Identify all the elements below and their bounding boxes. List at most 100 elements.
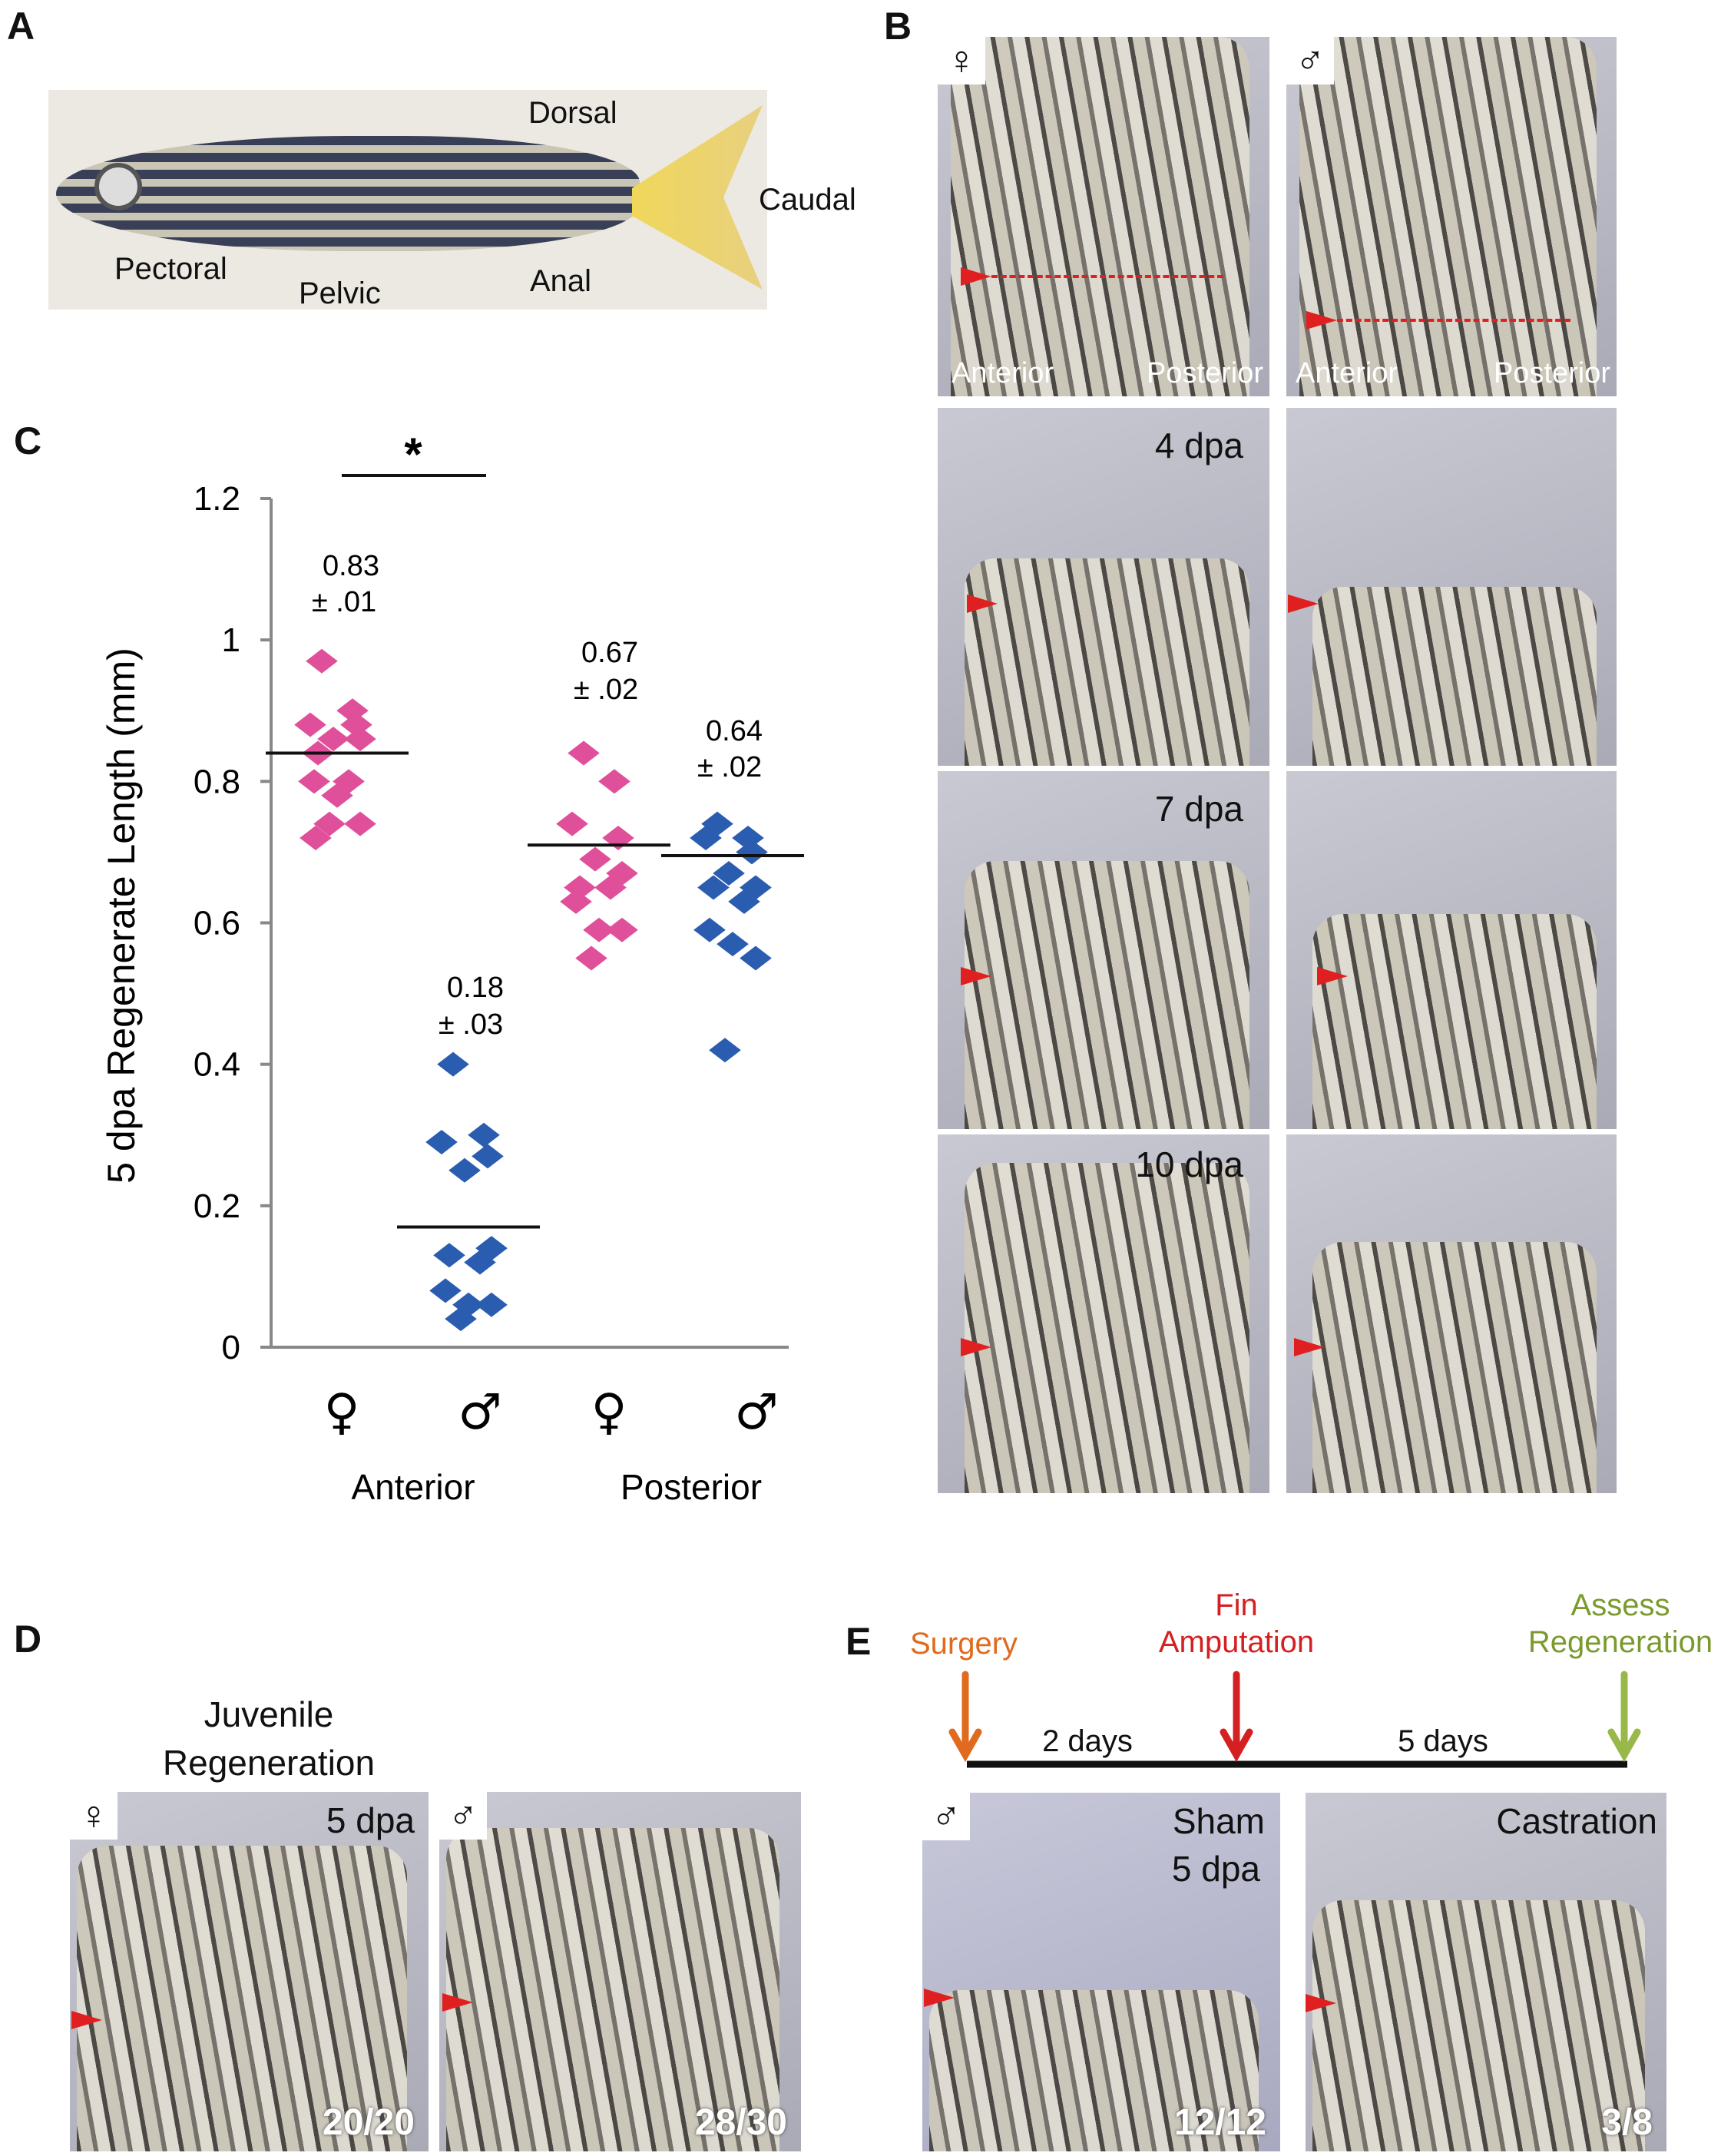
data-point	[556, 811, 588, 836]
y-tick-label: 1	[222, 621, 240, 659]
timeline-amputation-line1: Fin	[1215, 1588, 1258, 1622]
panel-label-c: C	[14, 419, 42, 462]
male-symbol: ♂	[1286, 37, 1334, 84]
x-symbol-female-posterior: ♀	[591, 1384, 627, 1441]
data-point	[564, 875, 596, 900]
data-point	[717, 932, 749, 957]
data-point	[732, 826, 764, 850]
timeline-amputation-line2: Amputation	[1158, 1625, 1315, 1659]
data-point	[697, 875, 730, 900]
data-point	[475, 1236, 508, 1261]
x-symbol-male-anterior: ♂	[458, 1384, 501, 1441]
amputation-plane-line	[991, 275, 1223, 278]
data-point	[437, 1052, 469, 1077]
data-point	[701, 811, 733, 836]
mean-annotation: 0.67	[581, 637, 638, 669]
amputation-arrowhead	[1306, 311, 1337, 330]
y-tick-label: 0	[222, 1329, 240, 1366]
data-point	[740, 875, 772, 900]
panel-label-a: A	[7, 5, 35, 48]
fin-photo-male-4dpa	[1286, 408, 1617, 766]
label-4dpa: 4 dpa	[1154, 426, 1243, 465]
fin-photo-female-4dpa: 4 dpa	[938, 408, 1269, 766]
fin-photo-male-uncut: ♂ Anterior Posterior	[1286, 37, 1617, 396]
data-point	[452, 1292, 485, 1317]
scatter-chart: 0 0.2 0.4 0.6 0.8 1 1.2 0.83 ± .01 0.18 ± .03 0.67 ±…	[100, 429, 804, 1507]
data-point	[598, 769, 630, 794]
label-anterior: Anterior	[952, 357, 1054, 389]
label-castration: Castration	[1496, 1801, 1657, 1841]
y-tick-label: 0.8	[194, 763, 240, 800]
label-10dpa: 10 dpa	[1135, 1144, 1243, 1184]
juvenile-title-line1: Juvenile	[204, 1694, 334, 1734]
label-pelvic: Pelvic	[299, 277, 381, 310]
female-symbol: ♀	[938, 37, 985, 84]
data-point	[606, 917, 638, 942]
label-sham: Sham	[1172, 1801, 1265, 1841]
panel-label-d: D	[14, 1618, 42, 1661]
label-sham-5dpa: 5 dpa	[1171, 1849, 1260, 1889]
label-5dpa: 5 dpa	[326, 1800, 415, 1840]
data-point	[344, 727, 376, 752]
data-point	[728, 889, 760, 914]
data-point	[425, 1129, 458, 1154]
data-point	[713, 861, 745, 886]
label-anal: Anal	[530, 264, 592, 298]
data-point	[433, 1243, 465, 1268]
data-point	[321, 783, 353, 808]
zebrafish-photo	[48, 90, 767, 310]
y-tick-label: 0.4	[194, 1046, 240, 1084]
data-point	[475, 1292, 508, 1317]
juvenile-fin-female: ♀ 5 dpa 20/20	[70, 1792, 429, 2151]
sem-annotation: ± .01	[312, 586, 376, 618]
juvenile-fin-male: ♂ 28/30	[439, 1792, 801, 2151]
timeline-assess-line1: Assess	[1570, 1588, 1670, 1622]
fin-photo-castration: Castration 3/8	[1306, 1793, 1666, 2151]
data-point	[594, 875, 627, 900]
sem-annotation: ± .03	[439, 1008, 503, 1041]
timeline-surgery: Surgery	[909, 1627, 1018, 1661]
x-symbol-male-posterior: ♂	[734, 1384, 778, 1441]
data-point	[568, 740, 600, 766]
x-symbol-female-anterior: ♀	[324, 1384, 360, 1441]
data-point	[468, 1122, 500, 1148]
count-male: 28/30	[694, 2102, 787, 2143]
data-point	[560, 889, 592, 914]
count-castration: 3/8	[1601, 2102, 1653, 2143]
fin-photo-female-uncut: ♀ Anterior Posterior	[938, 37, 1269, 396]
label-posterior: Posterior	[1493, 357, 1610, 389]
assess-arrow-icon	[1607, 1671, 1641, 1763]
fin-photo-sham: ♂ Sham 5 dpa 12/12	[922, 1793, 1280, 2151]
data-point	[602, 826, 634, 850]
data-point	[709, 1038, 741, 1063]
data-point	[445, 1307, 477, 1332]
amputation-plane-line	[1337, 319, 1570, 322]
male-symbol: ♂	[922, 1793, 970, 1840]
fin-photo-male-7dpa	[1286, 771, 1617, 1129]
data-point	[429, 1278, 462, 1303]
data-point	[472, 1144, 504, 1169]
data-point	[448, 1157, 481, 1183]
significance-star: *	[404, 429, 422, 480]
label-anterior: Anterior	[1296, 357, 1398, 389]
female-symbol: ♀	[70, 1792, 117, 1840]
data-point	[740, 946, 772, 971]
male-symbol: ♂	[439, 1792, 487, 1840]
data-point	[344, 811, 376, 836]
interval-2-days: 2 days	[1042, 1724, 1133, 1758]
data-point	[736, 840, 768, 865]
mean-annotation: 0.64	[706, 715, 763, 747]
timeline-assess-line2: Regeneration	[1527, 1625, 1713, 1659]
surgery-arrow-icon	[948, 1671, 982, 1763]
panel-label-e: E	[846, 1620, 872, 1663]
data-point	[606, 861, 638, 886]
y-tick-label: 1.2	[194, 480, 240, 518]
data-point	[313, 811, 346, 836]
count-female: 20/20	[322, 2102, 415, 2143]
data-point	[690, 826, 722, 850]
data-point	[300, 826, 332, 850]
fin-photo-male-10dpa	[1286, 1134, 1617, 1493]
sem-annotation: ± .02	[697, 751, 762, 783]
mean-annotation: 0.18	[447, 972, 504, 1004]
